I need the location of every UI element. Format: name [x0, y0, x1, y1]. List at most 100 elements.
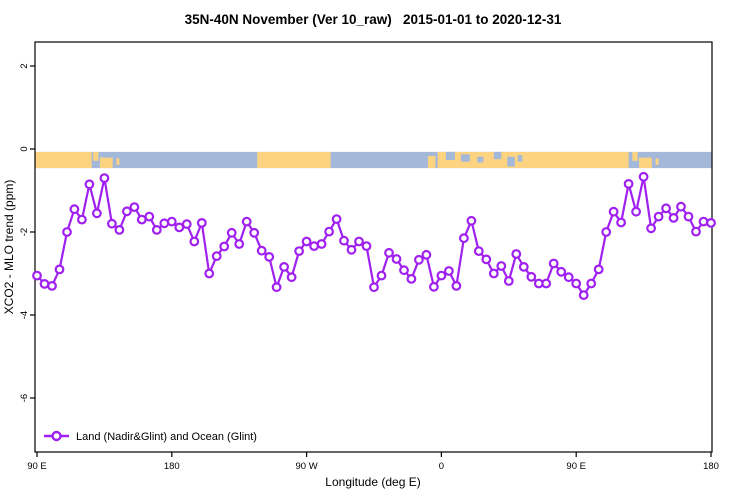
series-point-marker [62, 227, 72, 237]
series-point-marker [249, 227, 260, 238]
series-point-marker [698, 216, 709, 227]
map-strip-segment-ocean [477, 156, 484, 163]
series-point-marker [99, 173, 110, 184]
series-point-marker [159, 218, 170, 229]
legend-label: Land (Nadir&Glint) and Ocean (Glint) [76, 431, 257, 443]
series-point-marker [571, 278, 582, 289]
series-point-marker [466, 215, 477, 226]
series-point-marker [421, 249, 432, 260]
legend: Land (Nadir&Glint) and Ocean (Glint) [44, 430, 257, 443]
series-point-marker [91, 208, 102, 219]
map-strip-segment-ocean [460, 154, 470, 162]
series-point-marker [593, 264, 604, 275]
series-point-marker [631, 206, 641, 217]
series-point-marker [226, 227, 237, 238]
map-strip-segment-land [437, 151, 629, 169]
map-strip-segment-land [35, 151, 92, 169]
series-point-marker [294, 246, 305, 257]
series-point-marker [608, 206, 619, 217]
x-tick-label: 90 E [27, 461, 47, 472]
series-point-marker [616, 217, 626, 228]
series-point-marker [653, 211, 664, 222]
series-point-marker [518, 262, 529, 272]
series-point-marker [331, 214, 342, 225]
series-point-marker [301, 236, 312, 247]
series-point-marker [496, 261, 507, 271]
map-strip-segment-land [655, 158, 659, 165]
series-point-marker [196, 217, 207, 228]
series-point-marker [346, 244, 357, 255]
map-strip-segment-land [632, 151, 638, 161]
series-point-marker [144, 211, 155, 222]
series-point-marker [623, 178, 634, 189]
series-point-marker [47, 281, 57, 291]
series-point-marker [646, 223, 656, 234]
series-point-marker [256, 245, 267, 256]
map-strip-segment-land [99, 157, 113, 169]
series-point-marker [181, 219, 192, 230]
series-point-marker [683, 211, 694, 222]
series-point-marker [76, 214, 87, 225]
series-point-marker [174, 222, 185, 233]
series-point-marker [541, 278, 552, 289]
series-point-marker [316, 239, 327, 249]
x-tick-label: 180 [164, 461, 180, 472]
series-point-marker [586, 278, 597, 289]
legend-marker-icon [51, 430, 62, 442]
series-point-marker [204, 268, 215, 279]
series-point-marker [451, 281, 462, 291]
map-strip-segment-land [639, 157, 652, 169]
x-tick-label: 180 [703, 461, 719, 472]
series-point-marker [84, 179, 95, 190]
series-point-marker [219, 241, 230, 252]
series-point-marker [286, 272, 297, 283]
y-tick-label: -2 [19, 228, 30, 236]
x-tick-label: 90 W [296, 461, 318, 472]
y-axis-ticks: 2 0 -2 -4 -6 [19, 63, 35, 402]
series-point-marker [121, 206, 132, 217]
series-point-marker [279, 262, 290, 272]
series-point-marker [563, 272, 574, 283]
x-tick-label: 0 [439, 461, 444, 472]
map-strip-segment-ocean [517, 155, 523, 162]
series-point-marker [54, 264, 65, 275]
series-point-marker [638, 171, 649, 182]
series-point-marker [271, 282, 282, 293]
series-point-marker [399, 265, 409, 276]
series-point-marker [384, 247, 394, 258]
series-point-marker [526, 271, 537, 282]
series-point-marker [488, 268, 499, 279]
series-point-marker [361, 241, 372, 252]
map-strip [35, 151, 712, 169]
series-point-marker [189, 236, 200, 247]
series-point-marker [129, 202, 140, 213]
series-point-marker [69, 204, 80, 215]
series-point-marker [211, 251, 222, 262]
series-point-marker [578, 290, 589, 301]
map-strip-segment-land [93, 151, 99, 161]
series-point-marker [32, 270, 42, 281]
y-tick-label: -4 [19, 311, 30, 319]
x-axis-title: Longitude (deg E) [325, 475, 420, 489]
series-point-marker [473, 246, 484, 257]
series-point-marker [436, 270, 447, 281]
series-point-marker [459, 233, 469, 244]
x-tick-label: 90 E [566, 461, 586, 472]
series-point-marker [166, 216, 177, 227]
series-point-marker [668, 212, 679, 223]
series-point-marker [511, 249, 522, 259]
series-point-marker [391, 254, 402, 264]
map-strip-segment-ocean [507, 156, 515, 167]
series-point-marker [691, 226, 701, 237]
series-point-marker [429, 281, 439, 292]
series-point-marker [548, 258, 559, 269]
series-point-marker [241, 216, 252, 227]
y-tick-label: 0 [19, 146, 30, 151]
map-strip-segment-ocean [445, 151, 455, 160]
y-axis-title: XCO2 - MLO trend (ppm) [2, 180, 16, 315]
plot-border-box [34, 41, 713, 453]
series-point-marker [114, 224, 125, 235]
map-strip-segment-land [427, 155, 436, 169]
series-point-marker [661, 203, 671, 214]
